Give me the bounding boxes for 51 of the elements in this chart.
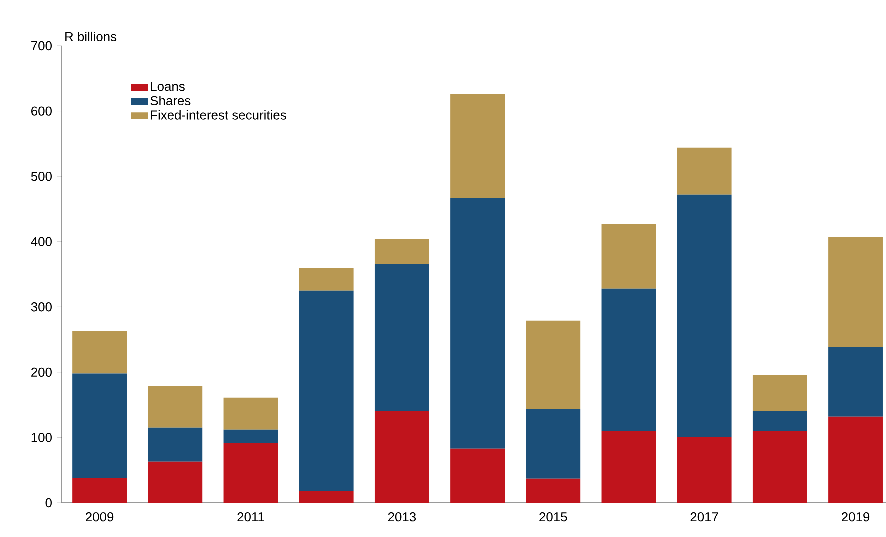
bar <box>526 478 581 503</box>
bar <box>450 198 505 449</box>
bar <box>374 264 430 411</box>
y-tick-label: 400 <box>31 237 52 246</box>
y-tick-label: 700 <box>32 41 52 51</box>
bar <box>602 431 656 503</box>
y-tick-label: 300 <box>31 302 52 312</box>
bar <box>374 239 430 264</box>
bar <box>526 408 581 479</box>
y-tick-label: 500 <box>31 172 52 182</box>
y-tick-label: 0 <box>46 498 52 508</box>
bar <box>148 462 203 503</box>
bar <box>677 148 732 195</box>
bar <box>299 491 354 503</box>
bar <box>148 386 203 428</box>
bar <box>224 430 278 443</box>
x-tick-label: 2019 <box>842 512 870 522</box>
bar <box>148 428 203 462</box>
y-tick-label: 600 <box>32 106 52 116</box>
bar <box>450 94 505 198</box>
legend-label: Shares <box>150 96 191 106</box>
y-axis-title: R billions <box>66 32 117 42</box>
y-tick-label: 100 <box>32 433 52 442</box>
bar <box>752 375 808 411</box>
bar <box>224 398 278 430</box>
bar <box>828 346 883 417</box>
bar <box>450 448 505 503</box>
legend-label: Fixed-interest securities <box>151 110 286 120</box>
bar <box>602 224 656 289</box>
bar <box>602 288 656 432</box>
bar <box>72 374 128 478</box>
x-tick-label: 2009 <box>86 512 114 522</box>
x-tick-label: 2013 <box>388 512 416 522</box>
x-tick-label: 2015 <box>540 512 568 522</box>
bar <box>526 320 581 409</box>
bar <box>299 268 354 291</box>
y-tick-label: 200 <box>32 368 52 378</box>
bar <box>299 290 354 492</box>
bar <box>374 410 430 503</box>
bar <box>224 442 278 503</box>
bar <box>828 416 883 503</box>
legend-label: Loans <box>151 82 185 92</box>
bar <box>72 331 128 374</box>
bar <box>828 237 883 347</box>
bar <box>752 410 808 432</box>
bar <box>677 194 732 438</box>
bar <box>677 437 732 503</box>
x-tick-label: 2011 <box>238 512 264 522</box>
bar <box>72 478 128 503</box>
x-tick-label: 2017 <box>690 512 718 522</box>
bar <box>752 431 808 503</box>
